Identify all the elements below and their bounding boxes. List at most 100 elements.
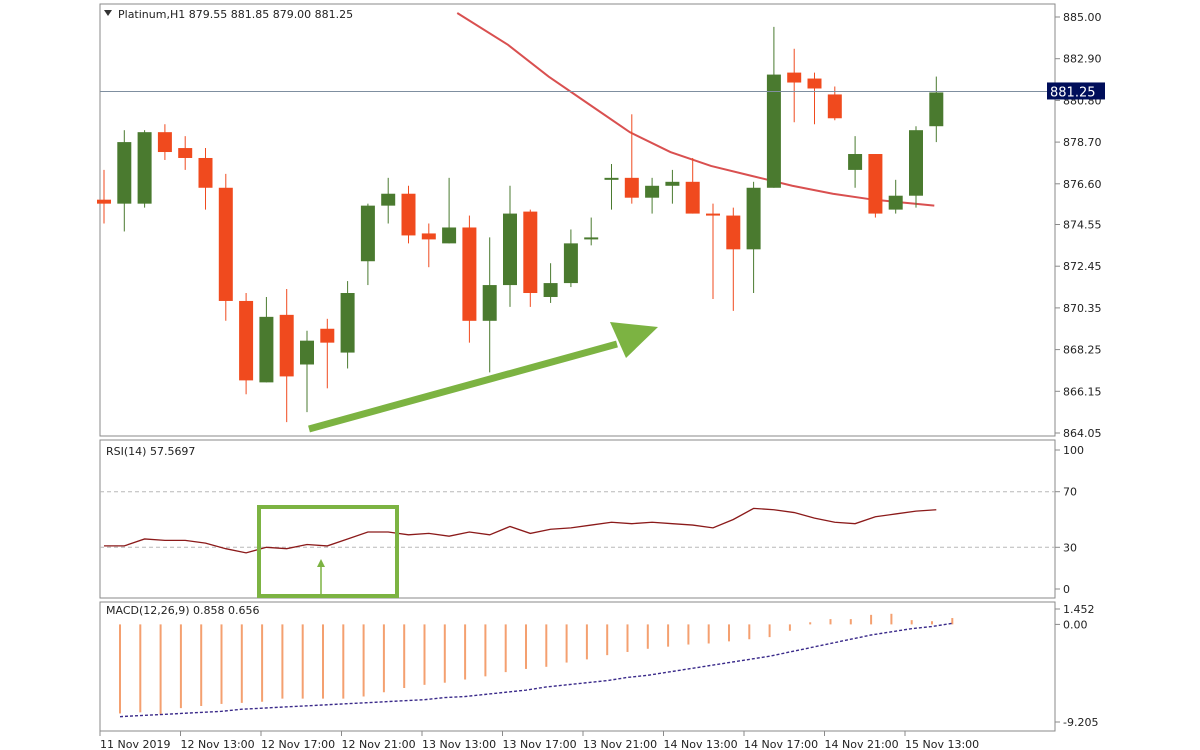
candle-body <box>563 243 578 284</box>
candle-body <box>360 205 375 262</box>
time-tick-label: 12 Nov 17:00 <box>261 738 335 750</box>
macd-panel-frame <box>99 601 1056 732</box>
candle-body <box>218 187 233 301</box>
price-tick-label: 866.15 <box>1063 385 1102 398</box>
moving-average-line <box>456 12 935 207</box>
price-tick-label: 878.70 <box>1063 136 1102 149</box>
price-tick-label: 870.35 <box>1063 302 1102 315</box>
candle-body <box>827 94 842 119</box>
time-tick-label: 13 Nov 21:00 <box>583 738 657 750</box>
candle-body <box>726 215 741 250</box>
time-tick-label: 13 Nov 17:00 <box>503 738 577 750</box>
price-tick-label: 872.45 <box>1063 260 1102 273</box>
price-header: Platinum,H1 879.55 881.85 879.00 881.25 <box>118 8 353 21</box>
trend-arrow-shaft <box>308 340 618 433</box>
time-tick-label: 14 Nov 13:00 <box>664 738 738 750</box>
candle-body <box>300 340 314 365</box>
moving-average <box>456 12 935 207</box>
candle-body <box>137 132 152 204</box>
candle-body <box>929 92 944 127</box>
macd-histogram <box>119 613 954 715</box>
rsi-panel: RSI(14) 57.5697 100 70 30 0 <box>99 439 1084 599</box>
candle-body <box>503 213 517 286</box>
candle-body <box>320 328 335 343</box>
time-tick-label: 15 Nov 13:00 <box>905 738 979 750</box>
macd-tick-label: 1.452 <box>1063 603 1095 616</box>
candle-body <box>442 227 457 244</box>
price-tick-label: 882.90 <box>1063 53 1102 66</box>
rsi-tick-label: 30 <box>1063 541 1077 554</box>
candle-body <box>584 237 599 240</box>
time-tick-label: 13 Nov 13:00 <box>422 738 496 750</box>
rsi-highlight-box <box>257 505 399 598</box>
price-panel-frame <box>99 3 1056 437</box>
macd-axis: 1.452 0.00 -9.205 <box>1055 603 1098 729</box>
price-tick-label: 876.60 <box>1063 178 1102 191</box>
candle-body <box>259 316 274 383</box>
candle-body <box>746 187 761 250</box>
candle-body <box>340 293 355 353</box>
macd-panel: MACD(12,26,9) 0.858 0.656 1.452 0.00 -9.20… <box>99 601 1098 732</box>
trend-arrow-head <box>610 322 658 358</box>
time-tick-label: 14 Nov 21:00 <box>825 738 899 750</box>
collapse-triangle-icon[interactable] <box>104 10 112 16</box>
time-tick-label: 12 Nov 21:00 <box>342 738 416 750</box>
candles <box>97 26 944 423</box>
candle-body <box>645 185 660 198</box>
current-price-badge <box>1047 82 1105 100</box>
candle-body <box>888 195 903 210</box>
candle-body <box>462 227 477 321</box>
rsi-tick-label: 70 <box>1063 486 1077 499</box>
time-tick-label: 11 Nov 2019 <box>100 738 170 750</box>
candle-body <box>766 74 781 188</box>
macd-signal-series <box>119 622 953 718</box>
candle-body <box>381 193 396 206</box>
macd-header: MACD(12,26,9) 0.858 0.656 <box>106 604 260 617</box>
rsi-header: RSI(14) 57.5697 <box>106 445 195 458</box>
rsi-arrow-head <box>317 559 325 567</box>
candle-body <box>807 78 822 89</box>
candle-body <box>706 213 720 216</box>
candle-body <box>198 157 213 188</box>
candle-body <box>117 142 132 204</box>
time-axis: 11 Nov 2019 12 Nov 13:00 12 Nov 17:00 12 No… <box>99 731 979 750</box>
rsi-axis: 100 70 30 0 <box>100 444 1084 596</box>
candle-body <box>685 181 700 214</box>
candle-body <box>604 177 619 180</box>
candle-body <box>401 193 416 236</box>
candle-body <box>543 283 558 297</box>
candle-body <box>624 177 639 198</box>
candle-body <box>239 300 254 381</box>
rsi-tick-label: 0 <box>1063 583 1070 596</box>
candle-body <box>523 211 538 294</box>
candle-body <box>787 72 802 83</box>
price-tick-label: 868.25 <box>1063 344 1102 357</box>
candle-body <box>868 154 883 214</box>
candle-body <box>178 148 193 158</box>
price-tick-label: 885.00 <box>1063 11 1102 24</box>
price-axis: 885.00882.90880.80878.70876.60874.55872.… <box>1055 11 1102 440</box>
price-tick-label: 874.55 <box>1063 219 1102 232</box>
candle-body <box>421 233 436 240</box>
macd-tick-label: 0.00 <box>1063 618 1088 631</box>
candle-body <box>157 132 172 153</box>
candle-body <box>482 285 497 321</box>
rsi-series <box>104 507 937 554</box>
rsi-panel-frame <box>99 439 1056 599</box>
candle-body <box>909 130 923 196</box>
time-tick-label: 12 Nov 13:00 <box>181 738 255 750</box>
time-tick-label: 14 Nov 17:00 <box>744 738 818 750</box>
trend-arrow-annotation <box>308 322 658 433</box>
candle-body <box>279 314 294 377</box>
macd-tick-label: -9.205 <box>1063 716 1098 729</box>
price-tick-label: 864.05 <box>1063 427 1102 440</box>
candle-body <box>665 181 680 186</box>
price-panel: Platinum,H1 879.55 881.85 879.00 881.25 … <box>97 3 1105 440</box>
candle-body <box>848 154 863 170</box>
rsi-line <box>104 507 937 554</box>
current-price-label: 881.25 <box>1050 85 1096 100</box>
candle-body <box>97 199 111 204</box>
macd-signal-line <box>119 622 953 718</box>
rsi-tick-label: 100 <box>1063 444 1084 457</box>
